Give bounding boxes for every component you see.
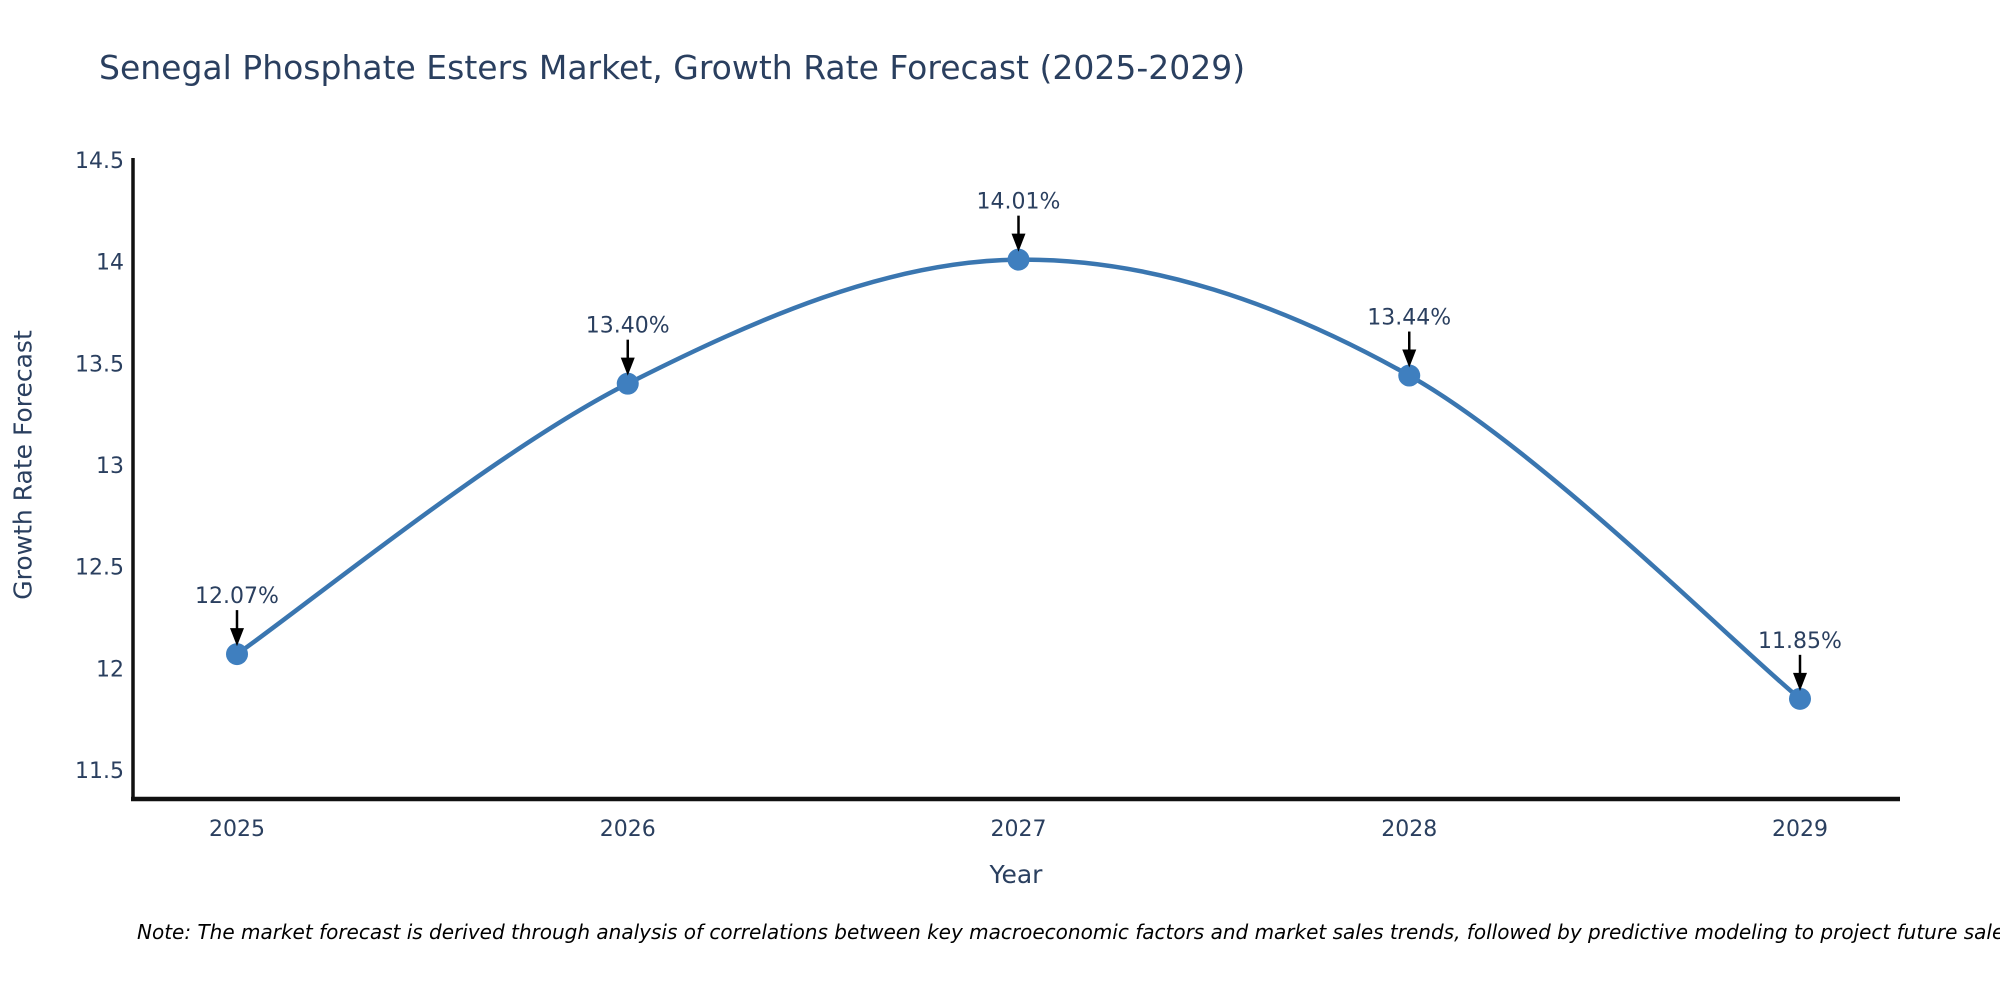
- annotation-arrowhead-icon: [1402, 349, 1417, 368]
- data-point-marker: [226, 643, 248, 666]
- data-point-marker: [616, 372, 639, 395]
- y-tick-label: 14: [96, 251, 124, 276]
- y-tick-label: 11.5: [75, 759, 124, 784]
- y-tick-label: 13.5: [75, 352, 124, 377]
- point-annotation: 13.40%: [586, 314, 670, 376]
- footnote: Note: The market forecast is derived thr…: [137, 920, 2000, 944]
- data-point-marker: [1007, 248, 1030, 271]
- x-tick-label: 2029: [1772, 817, 1828, 842]
- annotation-arrowhead-icon: [620, 357, 635, 376]
- y-tick-label: 12: [96, 657, 124, 682]
- point-annotation: 12.07%: [195, 584, 279, 647]
- annotation-arrowhead-icon: [1793, 672, 1807, 691]
- point-annotation: 13.44%: [1367, 306, 1451, 368]
- point-annotation-label: 12.07%: [195, 584, 279, 609]
- annotation-arrowhead-icon: [230, 628, 244, 647]
- data-point-marker: [1398, 364, 1421, 387]
- x-tick-label: 2026: [600, 817, 656, 842]
- point-annotation: 11.85%: [1758, 629, 1842, 691]
- y-tick-label: 12.5: [75, 556, 124, 581]
- point-annotation-label: 14.01%: [977, 190, 1061, 215]
- forecast-line: [234, 257, 1803, 702]
- point-annotation-label: 11.85%: [1758, 629, 1842, 654]
- x-tick-label: 2028: [1381, 817, 1437, 842]
- point-annotation-label: 13.44%: [1367, 306, 1451, 331]
- point-annotation-label: 13.40%: [586, 314, 670, 339]
- x-tick-label: 2025: [209, 817, 265, 842]
- chart-title: Senegal Phosphate Esters Market, Growth …: [99, 48, 1246, 87]
- annotation-arrowhead-icon: [1011, 233, 1026, 252]
- x-tick-label: 2027: [991, 817, 1047, 842]
- y-tick-label: 14.5: [75, 149, 124, 174]
- x-axis-title: Year: [989, 860, 1043, 889]
- data-point-marker: [1789, 687, 1811, 710]
- point-annotation: 14.01%: [977, 190, 1061, 252]
- y-tick-label: 13: [96, 454, 124, 479]
